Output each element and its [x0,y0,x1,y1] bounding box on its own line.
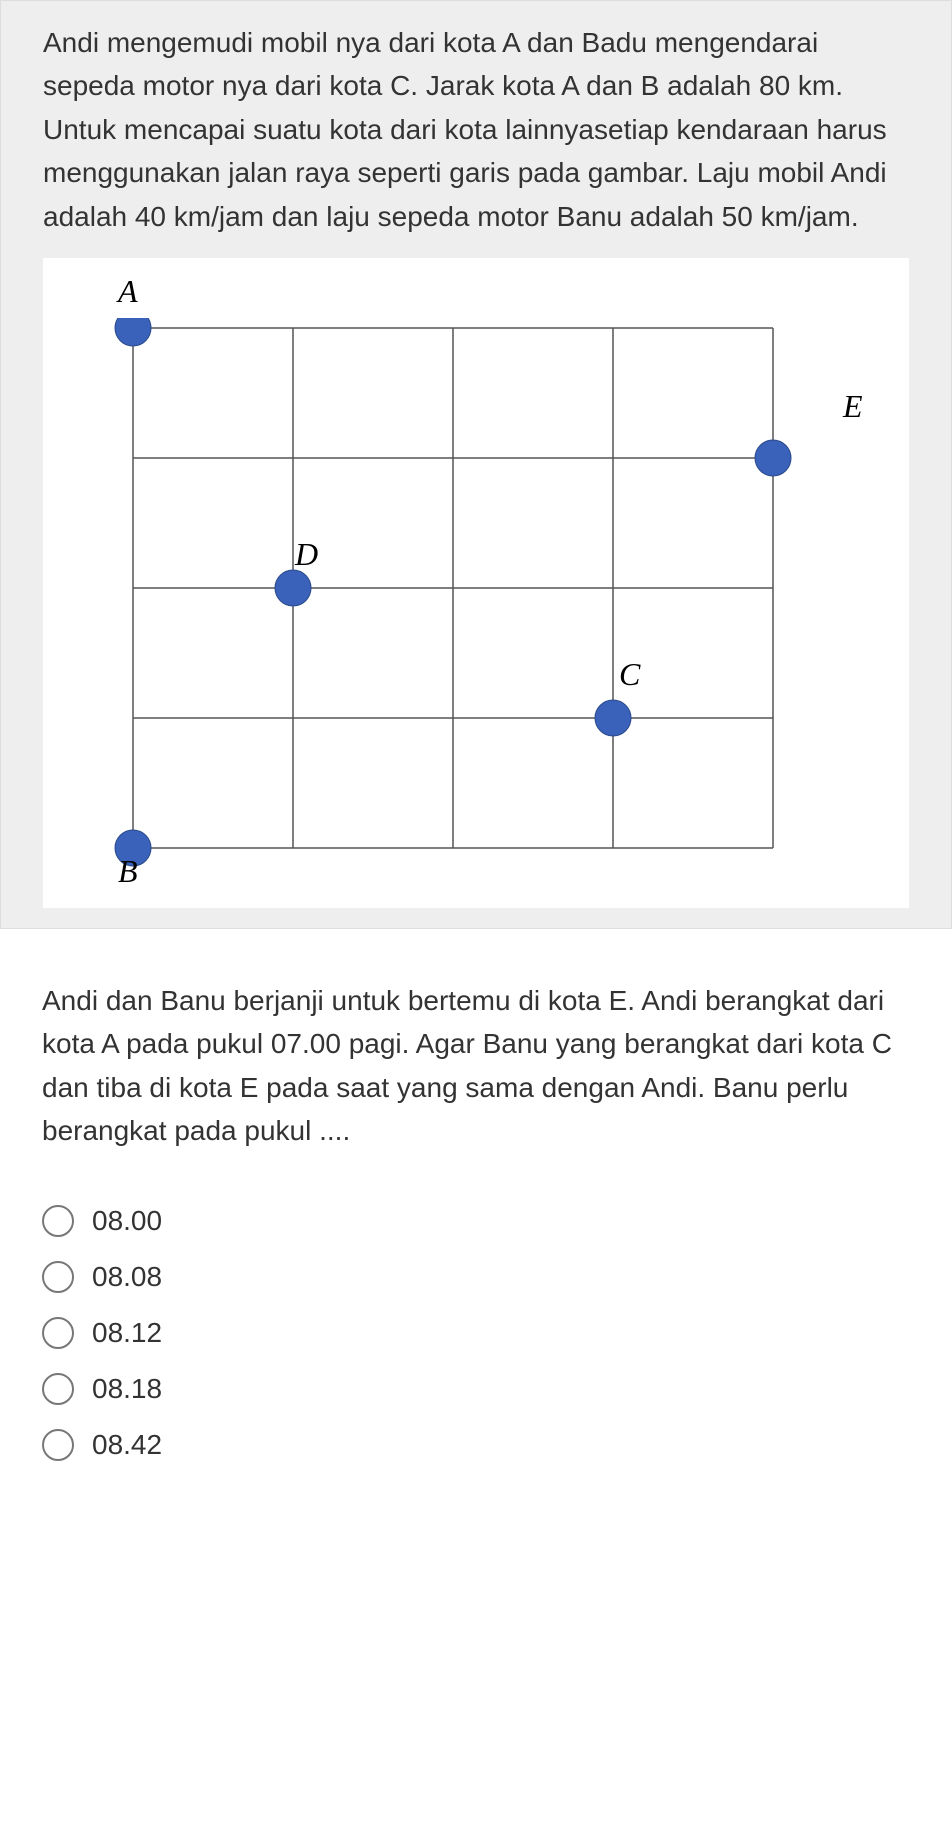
node-D [275,570,311,606]
label-D: D [295,536,318,573]
label-C: C [619,656,640,693]
label-B: B [118,853,138,890]
grid-diagram: A B C D E [73,278,873,888]
option-label-4: 08.42 [92,1429,162,1461]
question-main-text: Andi mengemudi mobil nya dari kota A dan… [43,21,909,238]
radio-icon [42,1261,74,1293]
option-4[interactable]: 08.42 [42,1417,910,1473]
label-E: E [843,388,863,425]
radio-icon [42,1317,74,1349]
sub-question-text: Andi dan Banu berjanji untuk bertemu di … [0,929,952,1173]
option-0[interactable]: 08.00 [42,1193,910,1249]
radio-icon [42,1205,74,1237]
grid-svg [113,318,833,878]
radio-icon [42,1429,74,1461]
option-2[interactable]: 08.12 [42,1305,910,1361]
option-label-3: 08.18 [92,1373,162,1405]
options-list: 08.00 08.08 08.12 08.18 08.42 [0,1173,952,1493]
label-A: A [118,273,138,310]
option-label-0: 08.00 [92,1205,162,1237]
option-label-1: 08.08 [92,1261,162,1293]
question-box: Andi mengemudi mobil nya dari kota A dan… [0,0,952,929]
node-E [755,440,791,476]
radio-icon [42,1373,74,1405]
node-C [595,700,631,736]
option-label-2: 08.12 [92,1317,162,1349]
option-3[interactable]: 08.18 [42,1361,910,1417]
option-1[interactable]: 08.08 [42,1249,910,1305]
diagram-container: A B C D E [43,258,909,908]
node-A [115,318,151,346]
